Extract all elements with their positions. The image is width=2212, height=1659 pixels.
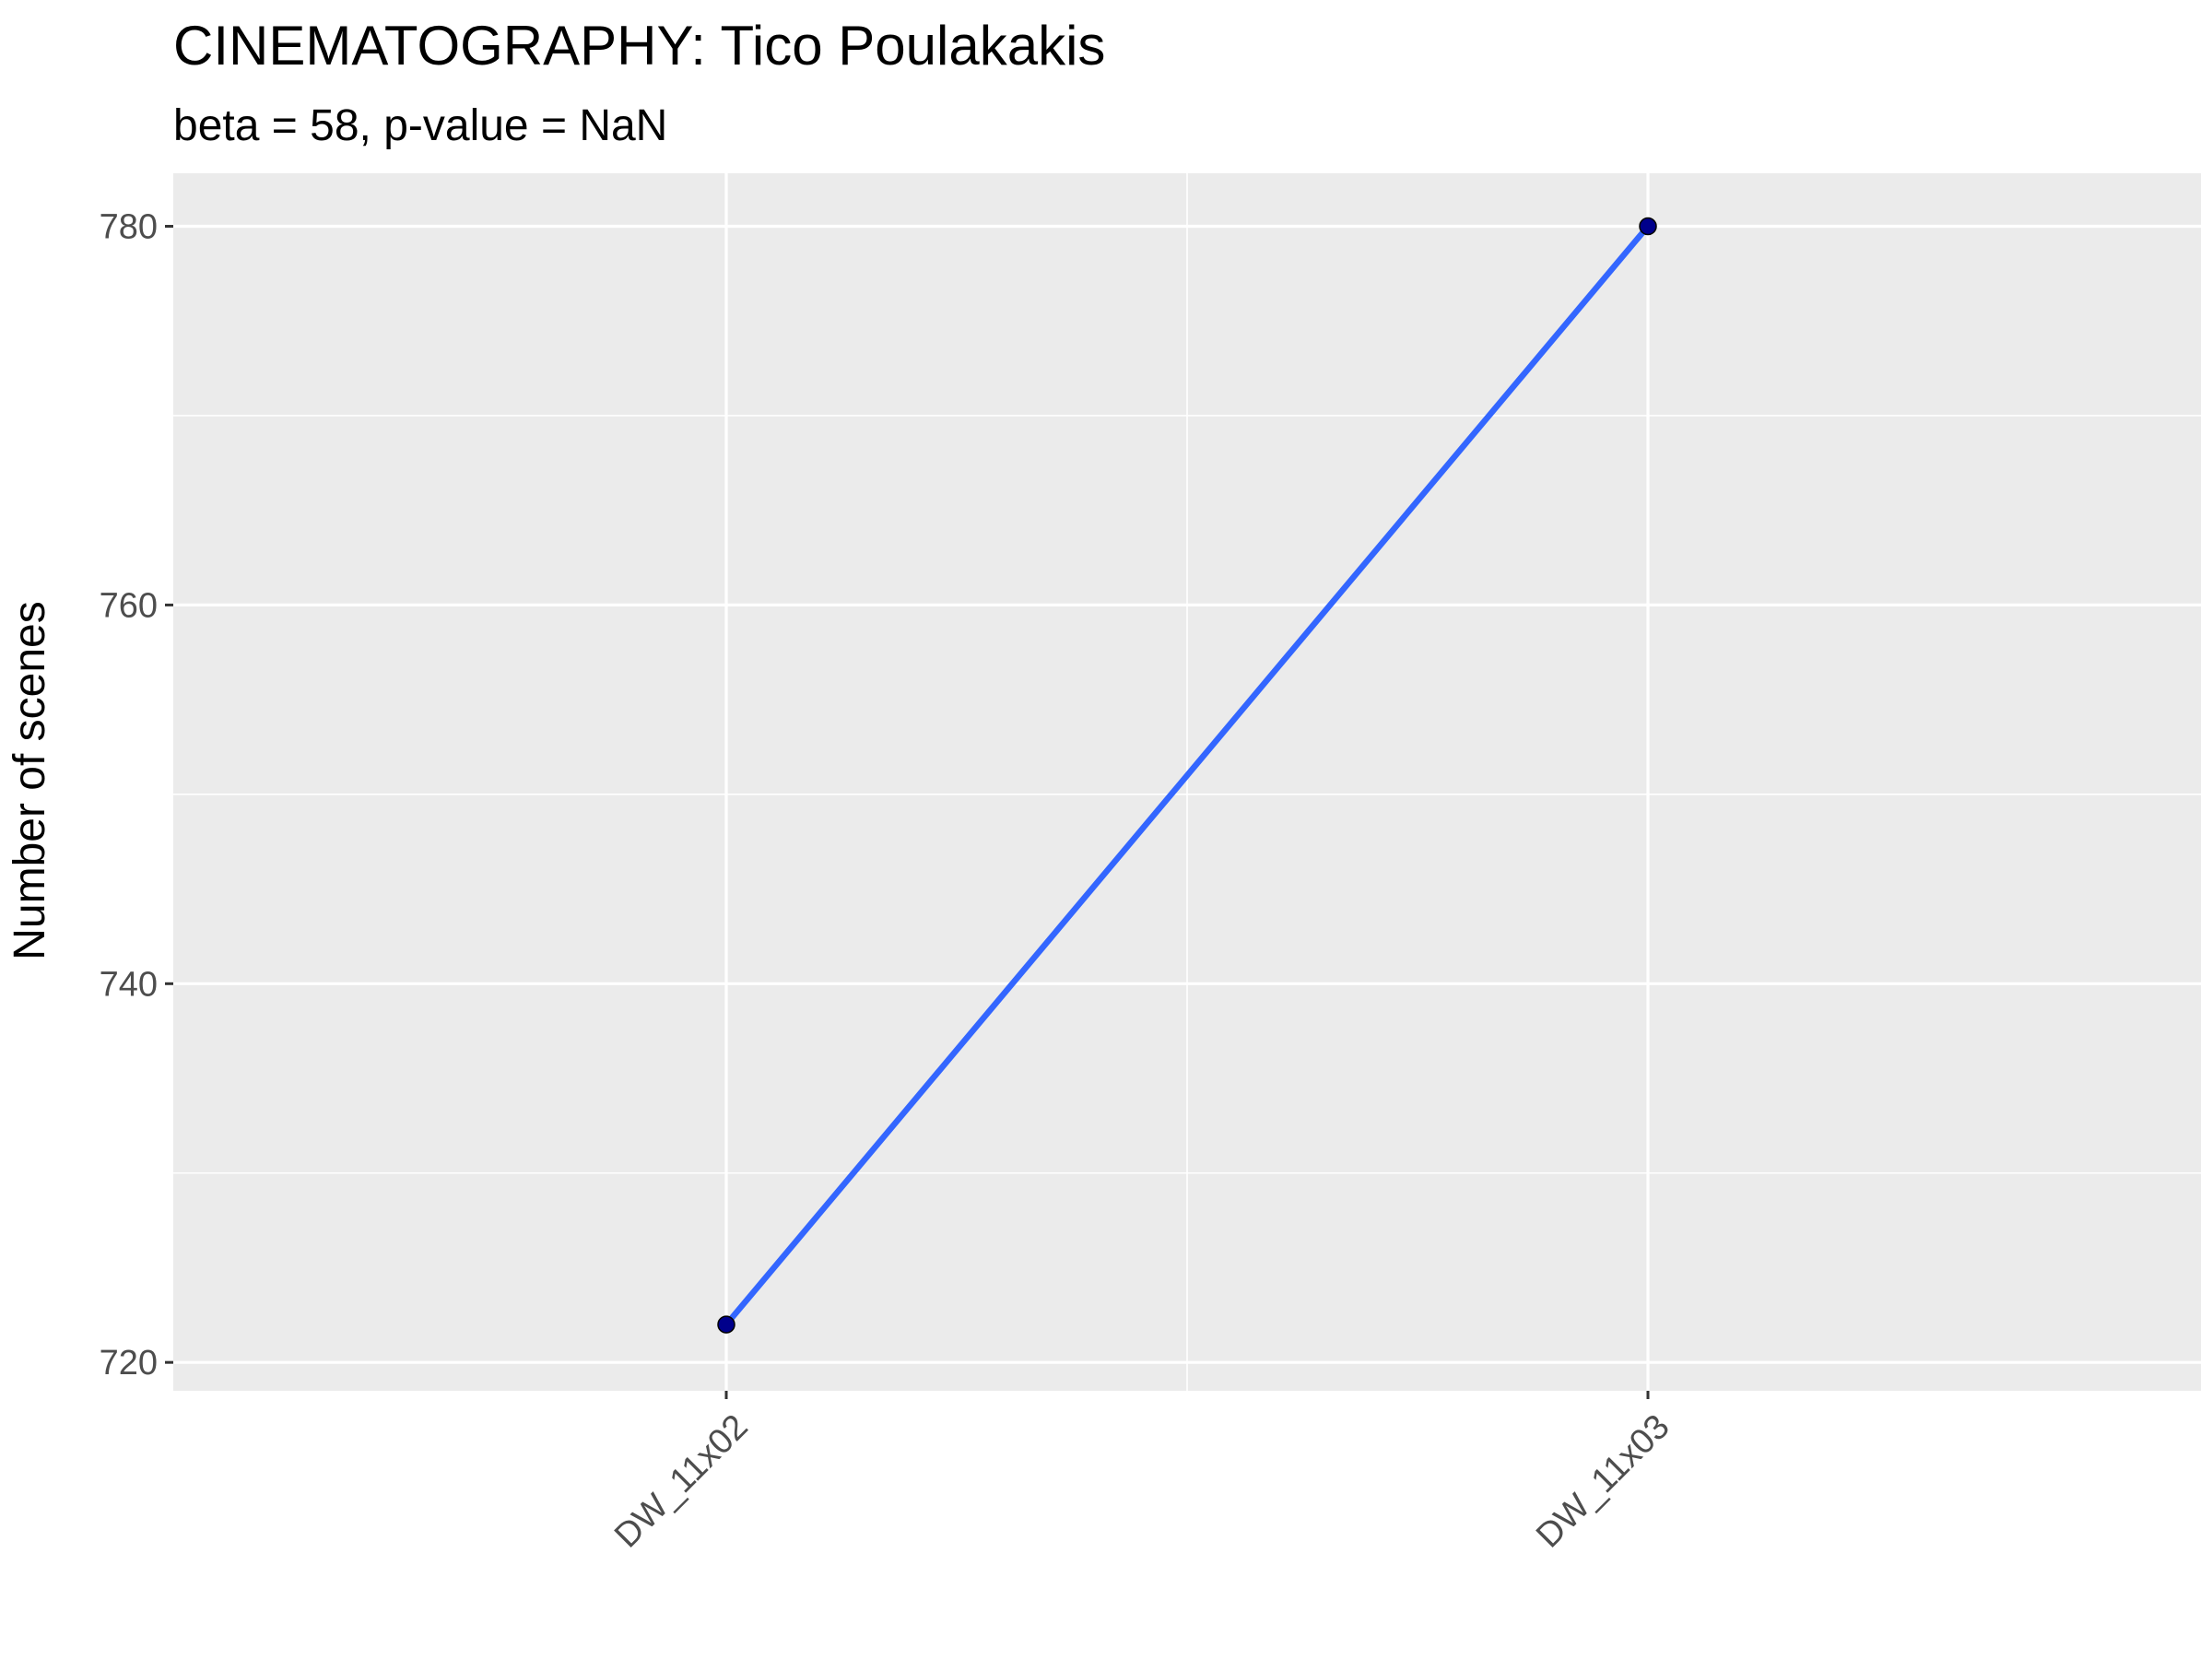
- y-tick-label: 780: [100, 208, 158, 247]
- series-layer: [717, 217, 1657, 1334]
- y-tick-label: 760: [100, 586, 158, 625]
- y-axis: 720 740 760 780: [100, 208, 173, 1382]
- major-gridlines: [173, 173, 2201, 1391]
- data-point: [717, 1315, 735, 1334]
- chart-title: CINEMATOGRAPHY: Tico Poulakakis: [173, 15, 1105, 76]
- y-axis-label: Number of scenes: [6, 601, 54, 960]
- y-tick-label: 740: [100, 965, 158, 1004]
- chart-subtitle: beta = 58, p-value = NaN: [173, 101, 667, 150]
- minor-gridlines: [173, 173, 2201, 1391]
- series-line: [724, 224, 1651, 1327]
- data-point: [1639, 217, 1657, 236]
- y-tick-label: 720: [100, 1344, 158, 1382]
